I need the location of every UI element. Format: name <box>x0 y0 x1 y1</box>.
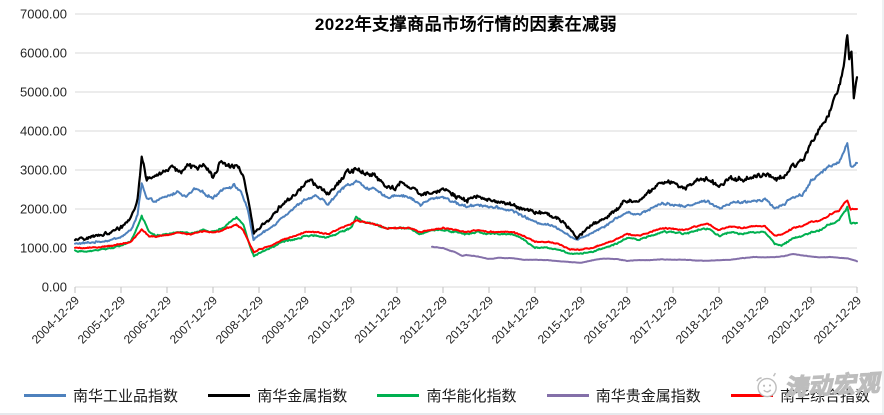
x-tick-label: 2014-12-29 <box>489 293 543 347</box>
x-tick-label: 2020-12-29 <box>765 293 819 347</box>
x-tick-label: 2004-12-29 <box>29 293 83 347</box>
series-line-0 <box>74 142 858 245</box>
legend-swatch-energy-chem <box>377 393 420 397</box>
y-tick-label: 3000.00 <box>20 163 67 178</box>
legend-swatch-metals <box>208 393 251 397</box>
frame-border-bottom <box>0 413 884 415</box>
legend-label-energy-chem: 南华能化指数 <box>426 387 517 405</box>
x-tick-label: 2018-12-29 <box>673 293 727 347</box>
x-tick-label: 2015-12-29 <box>535 293 589 347</box>
x-tick-label: 2013-12-29 <box>443 293 497 347</box>
legend-swatch-composite <box>730 393 773 397</box>
legend-label-metals: 南华金属指数 <box>257 387 348 405</box>
legend-swatch-industrial <box>24 393 66 397</box>
x-tick-label: 2007-12-29 <box>167 293 221 347</box>
frame-border-right <box>882 0 884 415</box>
legend-label-precious-metals: 南华贵金属指数 <box>595 387 701 405</box>
x-tick-label: 2011-12-29 <box>351 293 404 346</box>
x-tick-label: 2021-12-29 <box>811 293 865 347</box>
y-tick-label: 6000.00 <box>20 46 67 61</box>
legend-item-metals: 南华金属指数 <box>208 385 347 406</box>
chart-title: 2022年支撑商品市场行情的因素在减弱 <box>314 15 618 34</box>
y-tick-label: 0.00 <box>42 280 67 295</box>
legend-item-precious-metals: 南华贵金属指数 <box>546 385 701 406</box>
x-tick-label: 2016-12-29 <box>581 293 635 347</box>
x-tick-label: 2017-12-29 <box>627 293 681 347</box>
legend-label-industrial: 南华工业品指数 <box>73 387 179 405</box>
legend-item-industrial: 南华工业品指数 <box>24 385 178 406</box>
y-tick-label: 4000.00 <box>20 124 67 139</box>
legend-swatch-precious-metals <box>546 393 589 397</box>
legend-item-composite: 南华综合指数 <box>730 385 870 406</box>
y-tick-label: 1000.00 <box>20 241 67 256</box>
x-tick-label: 2008-12-29 <box>213 293 267 347</box>
legend-label-composite: 南华综合指数 <box>779 387 870 405</box>
series-line-3 <box>431 245 858 264</box>
series-line-1 <box>73 34 859 242</box>
x-tick-label: 2010-12-29 <box>305 293 359 347</box>
legend-item-energy-chem: 南华能化指数 <box>377 385 516 406</box>
chart-legend: 南华工业品指数 南华金属指数 南华能化指数 南华贵金属指数 南华综合指数 <box>24 383 870 407</box>
x-tick-label: 2006-12-29 <box>121 293 175 347</box>
y-tick-label: 7000.00 <box>20 7 67 22</box>
y-tick-label: 2000.00 <box>20 202 67 217</box>
series-line-4 <box>74 199 858 254</box>
x-tick-label: 2012-12-29 <box>397 293 451 347</box>
x-tick-label: 2009-12-29 <box>259 293 313 347</box>
y-tick-label: 5000.00 <box>20 85 67 100</box>
x-tick-label: 2019-12-29 <box>719 293 773 347</box>
x-tick-label: 2005-12-29 <box>75 293 129 347</box>
